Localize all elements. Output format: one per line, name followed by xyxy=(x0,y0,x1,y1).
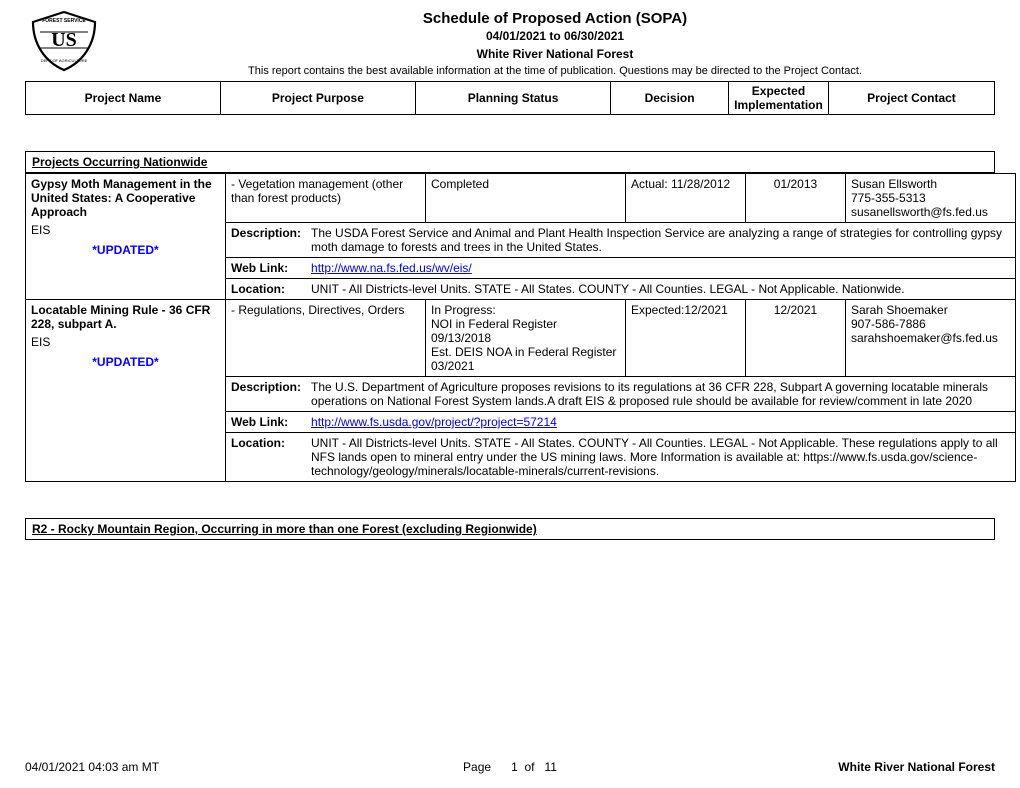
col-planning-status: Planning Status xyxy=(415,82,610,115)
contact-name: Susan Ellsworth xyxy=(851,177,1010,191)
project-location: UNIT - All Districts-level Units. STATE … xyxy=(306,433,1015,481)
project-description: The U.S. Department of Agriculture propo… xyxy=(306,377,1015,412)
project-decision: Expected:12/2021 xyxy=(626,300,746,377)
contact-email: sarahshoemaker@fs.fed.us xyxy=(851,331,1010,345)
project-status: In Progress: NOI in Federal Register 09/… xyxy=(426,300,626,377)
description-label: Description: xyxy=(226,377,306,412)
updated-badge: *UPDATED* xyxy=(31,355,220,369)
project-row: Locatable Mining Rule - 36 CFR 228, subp… xyxy=(25,299,1016,482)
report-note: This report contains the best available … xyxy=(115,65,995,77)
project-name: Locatable Mining Rule - 36 CFR 228, subp… xyxy=(31,303,220,331)
project-eis: EIS xyxy=(31,223,220,237)
footer-of: of xyxy=(524,760,534,774)
project-weblink[interactable]: http://www.fs.usda.gov/project/?project=… xyxy=(311,415,557,429)
page-footer: 04/01/2021 04:03 am MT Page 1 of 11 Whit… xyxy=(25,760,995,774)
contact-phone: 775-355-5313 xyxy=(851,191,1010,205)
footer-page-label: Page xyxy=(463,760,491,774)
project-eis: EIS xyxy=(31,335,220,349)
col-expected-impl: Expected Implementation xyxy=(729,82,829,115)
section-nationwide-heading: Projects Occurring Nationwide xyxy=(25,151,995,173)
project-name: Gypsy Moth Management in the United Stat… xyxy=(31,177,220,219)
project-purpose: - Vegetation management (other than fore… xyxy=(226,174,426,223)
project-impl: 01/2013 xyxy=(746,174,846,223)
project-impl: 12/2021 xyxy=(746,300,846,377)
project-purpose: - Regulations, Directives, Orders xyxy=(226,300,426,377)
report-title: Schedule of Proposed Action (SOPA) xyxy=(115,10,995,27)
report-date-range: 04/01/2021 to 06/30/2021 xyxy=(115,29,995,43)
location-label: Location: xyxy=(226,279,306,299)
col-project-name: Project Name xyxy=(26,82,221,115)
report-header: FOREST SERVICE US DEPT OF AGRICULTURE Sc… xyxy=(25,10,995,77)
project-location: UNIT - All Districts-level Units. STATE … xyxy=(306,279,1015,299)
weblink-label: Web Link: xyxy=(226,258,306,279)
project-row: Gypsy Moth Management in the United Stat… xyxy=(25,173,1016,300)
project-weblink[interactable]: http://www.na.fs.fed.us/wv/eis/ xyxy=(311,261,472,275)
project-contact: Susan Ellsworth 775-355-5313 susanellswo… xyxy=(846,174,1016,223)
weblink-label: Web Link: xyxy=(226,412,306,433)
contact-phone: 907-586-7886 xyxy=(851,317,1010,331)
contact-name: Sarah Shoemaker xyxy=(851,303,1010,317)
forest-service-logo: FOREST SERVICE US DEPT OF AGRICULTURE xyxy=(25,10,103,72)
section-r2-heading: R2 - Rocky Mountain Region, Occurring in… xyxy=(25,518,995,540)
col-project-purpose: Project Purpose xyxy=(220,82,415,115)
svg-text:DEPT OF AGRICULTURE: DEPT OF AGRICULTURE xyxy=(41,58,88,63)
project-description: The USDA Forest Service and Animal and P… xyxy=(306,223,1015,258)
col-project-contact: Project Contact xyxy=(828,82,994,115)
column-header-table: Project Name Project Purpose Planning St… xyxy=(25,81,995,115)
project-decision: Actual: 11/28/2012 xyxy=(626,174,746,223)
footer-page-total: 11 xyxy=(544,760,556,774)
report-forest: White River National Forest xyxy=(115,47,995,61)
col-decision: Decision xyxy=(611,82,729,115)
contact-email: susanellsworth@fs.fed.us xyxy=(851,205,1010,219)
location-label: Location: xyxy=(226,433,306,481)
project-contact: Sarah Shoemaker 907-586-7886 sarahshoema… xyxy=(846,300,1016,377)
svg-text:FOREST SERVICE: FOREST SERVICE xyxy=(42,18,86,24)
description-label: Description: xyxy=(226,223,306,258)
updated-badge: *UPDATED* xyxy=(31,243,220,257)
footer-page-num: 1 xyxy=(511,760,518,774)
project-status: Completed xyxy=(426,174,626,223)
